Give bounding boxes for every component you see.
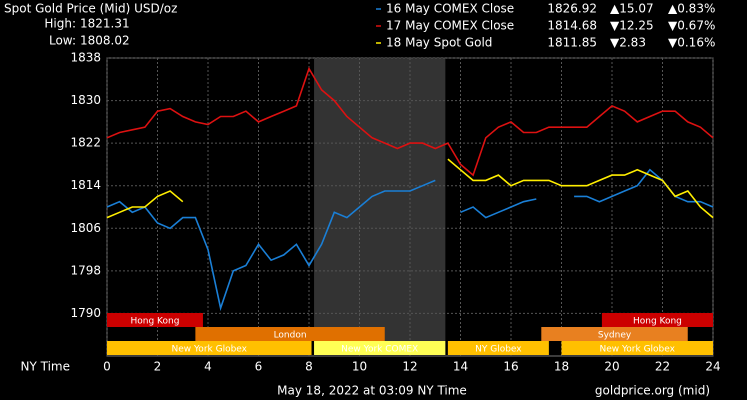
y-tick-label: 1798 xyxy=(70,263,101,277)
legend-change: ▼2.83 xyxy=(610,36,646,50)
x-tick-label: 6 xyxy=(255,360,263,374)
x-tick-label: 24 xyxy=(705,360,720,374)
shade xyxy=(314,58,446,356)
legend-close: 1811.85 xyxy=(547,36,597,50)
session-bar xyxy=(601,313,713,327)
legend-change: ▲15.07 xyxy=(610,2,654,16)
legend-label: 16 May COMEX Close xyxy=(386,2,514,16)
series-line xyxy=(106,168,714,312)
series-line xyxy=(106,158,714,219)
series-line xyxy=(106,66,714,177)
x-tick-label: 22 xyxy=(655,360,670,374)
session-label: Hong Kong xyxy=(131,317,180,327)
y-tick-label: 1790 xyxy=(70,306,101,320)
x-tick-label: 20 xyxy=(604,360,619,374)
y-tick-label: 1806 xyxy=(70,221,101,235)
x-tick-label: 10 xyxy=(352,360,367,374)
session-label: New York Globex xyxy=(600,345,676,355)
y-tick-label: 1822 xyxy=(70,136,101,150)
x-tick-label: 14 xyxy=(453,360,468,374)
stat-label: High: xyxy=(44,17,76,31)
x-tick-label: 8 xyxy=(305,360,313,374)
footer: May 18, 2022 at 03:09 NY Time xyxy=(277,384,467,398)
session-label: Hong Kong xyxy=(633,317,682,327)
y-tick-label: 1830 xyxy=(70,93,101,107)
x-axis-label: NY Time xyxy=(21,360,71,374)
session-label: London xyxy=(274,331,307,341)
legend-pct: ▼0.16% xyxy=(668,36,715,50)
session-bar xyxy=(107,313,203,327)
x-tick-label: 16 xyxy=(503,360,518,374)
stat-value: 1808.02 xyxy=(80,34,130,48)
y-tick-label: 1814 xyxy=(70,178,101,192)
legend-pct: ▲0.83% xyxy=(668,2,715,16)
x-tick-label: 12 xyxy=(402,360,417,374)
session-bar xyxy=(447,341,549,355)
x-tick-label: 4 xyxy=(204,360,212,374)
legend-close: 1826.92 xyxy=(547,2,597,16)
stat-label: Low: xyxy=(49,34,76,48)
session-bar xyxy=(195,327,385,341)
chart-title: Spot Gold Price (Mid) USD/oz xyxy=(4,2,177,16)
session-bar xyxy=(561,341,713,355)
legend-label: 17 May COMEX Close xyxy=(386,19,514,33)
legend-close: 1814.68 xyxy=(547,19,597,33)
session-bar xyxy=(107,341,312,355)
x-tick-label: 2 xyxy=(154,360,162,374)
y-tick-label: 1838 xyxy=(70,51,101,65)
session-label: NY Globex xyxy=(475,345,522,355)
x-tick-label: 0 xyxy=(103,360,111,374)
stat-value: 1821.31 xyxy=(80,17,130,31)
session-label: New York Globex xyxy=(172,345,248,355)
session-bar xyxy=(314,341,446,355)
legend-label: 18 May Spot Gold xyxy=(386,36,492,50)
session-label: Sydney xyxy=(598,331,632,341)
session-label: New York COMEX xyxy=(341,345,418,355)
legend-change: ▼12.25 xyxy=(610,19,654,33)
session-bar xyxy=(541,327,688,341)
x-tick-label: 18 xyxy=(554,360,569,374)
legend-pct: ▼0.67% xyxy=(668,19,715,33)
source: goldprice.org (mid) xyxy=(595,384,710,398)
